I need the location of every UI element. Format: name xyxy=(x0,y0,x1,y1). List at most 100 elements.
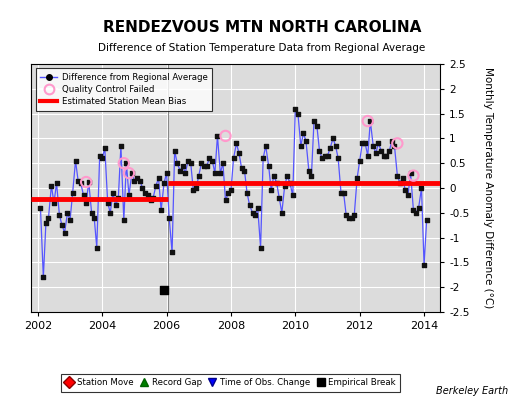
Point xyxy=(398,175,407,181)
Point xyxy=(230,155,238,162)
Point xyxy=(211,170,219,176)
Point xyxy=(265,162,273,169)
Point xyxy=(313,123,321,129)
Point xyxy=(157,207,166,214)
Point xyxy=(117,143,125,149)
Point xyxy=(155,175,163,181)
Point xyxy=(307,172,315,179)
Point xyxy=(382,152,390,159)
Point xyxy=(388,138,396,144)
Point xyxy=(181,170,190,176)
Point xyxy=(235,150,243,156)
Point xyxy=(74,177,82,184)
Point xyxy=(345,214,353,221)
Point xyxy=(224,190,233,196)
Point xyxy=(393,172,401,179)
Point xyxy=(280,182,289,189)
Text: Berkeley Earth: Berkeley Earth xyxy=(436,386,508,396)
Y-axis label: Monthly Temperature Anomaly Difference (°C): Monthly Temperature Anomaly Difference (… xyxy=(484,67,494,309)
Point xyxy=(125,170,133,176)
Point xyxy=(101,145,109,152)
Point xyxy=(337,190,345,196)
Point xyxy=(141,190,149,196)
Point xyxy=(71,158,80,164)
Point xyxy=(170,148,179,154)
Point xyxy=(36,205,45,211)
Point xyxy=(278,210,286,216)
Point xyxy=(377,148,386,154)
Point xyxy=(98,155,106,162)
Point xyxy=(241,168,249,174)
Point xyxy=(283,172,291,179)
Point xyxy=(45,214,53,221)
Point xyxy=(88,210,96,216)
Point xyxy=(136,177,144,184)
Point xyxy=(342,212,351,218)
Point xyxy=(168,249,176,256)
Point xyxy=(417,185,425,191)
Point xyxy=(251,212,259,218)
Point xyxy=(302,138,310,144)
Point xyxy=(55,212,63,218)
Point xyxy=(112,202,120,208)
Point xyxy=(297,143,305,149)
Point xyxy=(390,143,399,149)
Point xyxy=(254,205,262,211)
Point xyxy=(380,152,388,159)
Point xyxy=(321,152,329,159)
Point xyxy=(259,155,267,162)
Point xyxy=(267,187,276,194)
Legend: Difference from Regional Average, Quality Control Failed, Estimated Station Mean: Difference from Regional Average, Qualit… xyxy=(36,68,212,111)
Point xyxy=(289,192,297,199)
Point xyxy=(189,187,198,194)
Point xyxy=(208,158,216,164)
Point xyxy=(219,160,227,166)
Point xyxy=(144,192,152,199)
Point xyxy=(245,202,254,208)
Text: Difference of Station Temperature Data from Regional Average: Difference of Station Temperature Data f… xyxy=(99,43,425,53)
Point xyxy=(331,143,340,149)
Point xyxy=(165,214,173,221)
Point xyxy=(272,180,281,186)
Point xyxy=(261,143,270,149)
Point xyxy=(232,140,241,146)
Point xyxy=(420,262,428,268)
Point xyxy=(106,210,114,216)
Point xyxy=(149,195,157,201)
Point xyxy=(318,155,326,162)
Point xyxy=(393,140,401,146)
Point xyxy=(93,244,101,251)
Point xyxy=(138,185,147,191)
Point xyxy=(160,180,168,186)
Point xyxy=(128,170,136,176)
Point xyxy=(187,160,195,166)
Point xyxy=(82,200,90,206)
Point xyxy=(130,177,139,184)
Point xyxy=(39,274,48,280)
Point xyxy=(179,162,187,169)
Point xyxy=(374,140,383,146)
Point xyxy=(422,217,431,224)
Point xyxy=(385,148,394,154)
Point xyxy=(125,192,133,199)
Point xyxy=(409,172,418,179)
Point xyxy=(216,170,225,176)
Point xyxy=(52,180,61,186)
Point xyxy=(304,168,313,174)
Point xyxy=(291,106,300,112)
Point xyxy=(310,118,318,124)
Point xyxy=(84,179,93,185)
Point xyxy=(104,200,112,206)
Point xyxy=(404,192,412,199)
Point xyxy=(221,197,230,204)
Point xyxy=(361,140,369,146)
Point xyxy=(237,165,246,171)
Point xyxy=(334,155,342,162)
Point xyxy=(42,220,50,226)
Point xyxy=(152,182,160,189)
Point xyxy=(350,212,358,218)
Point xyxy=(340,190,348,196)
Point xyxy=(248,210,257,216)
Point xyxy=(213,133,222,139)
Point xyxy=(294,110,302,117)
